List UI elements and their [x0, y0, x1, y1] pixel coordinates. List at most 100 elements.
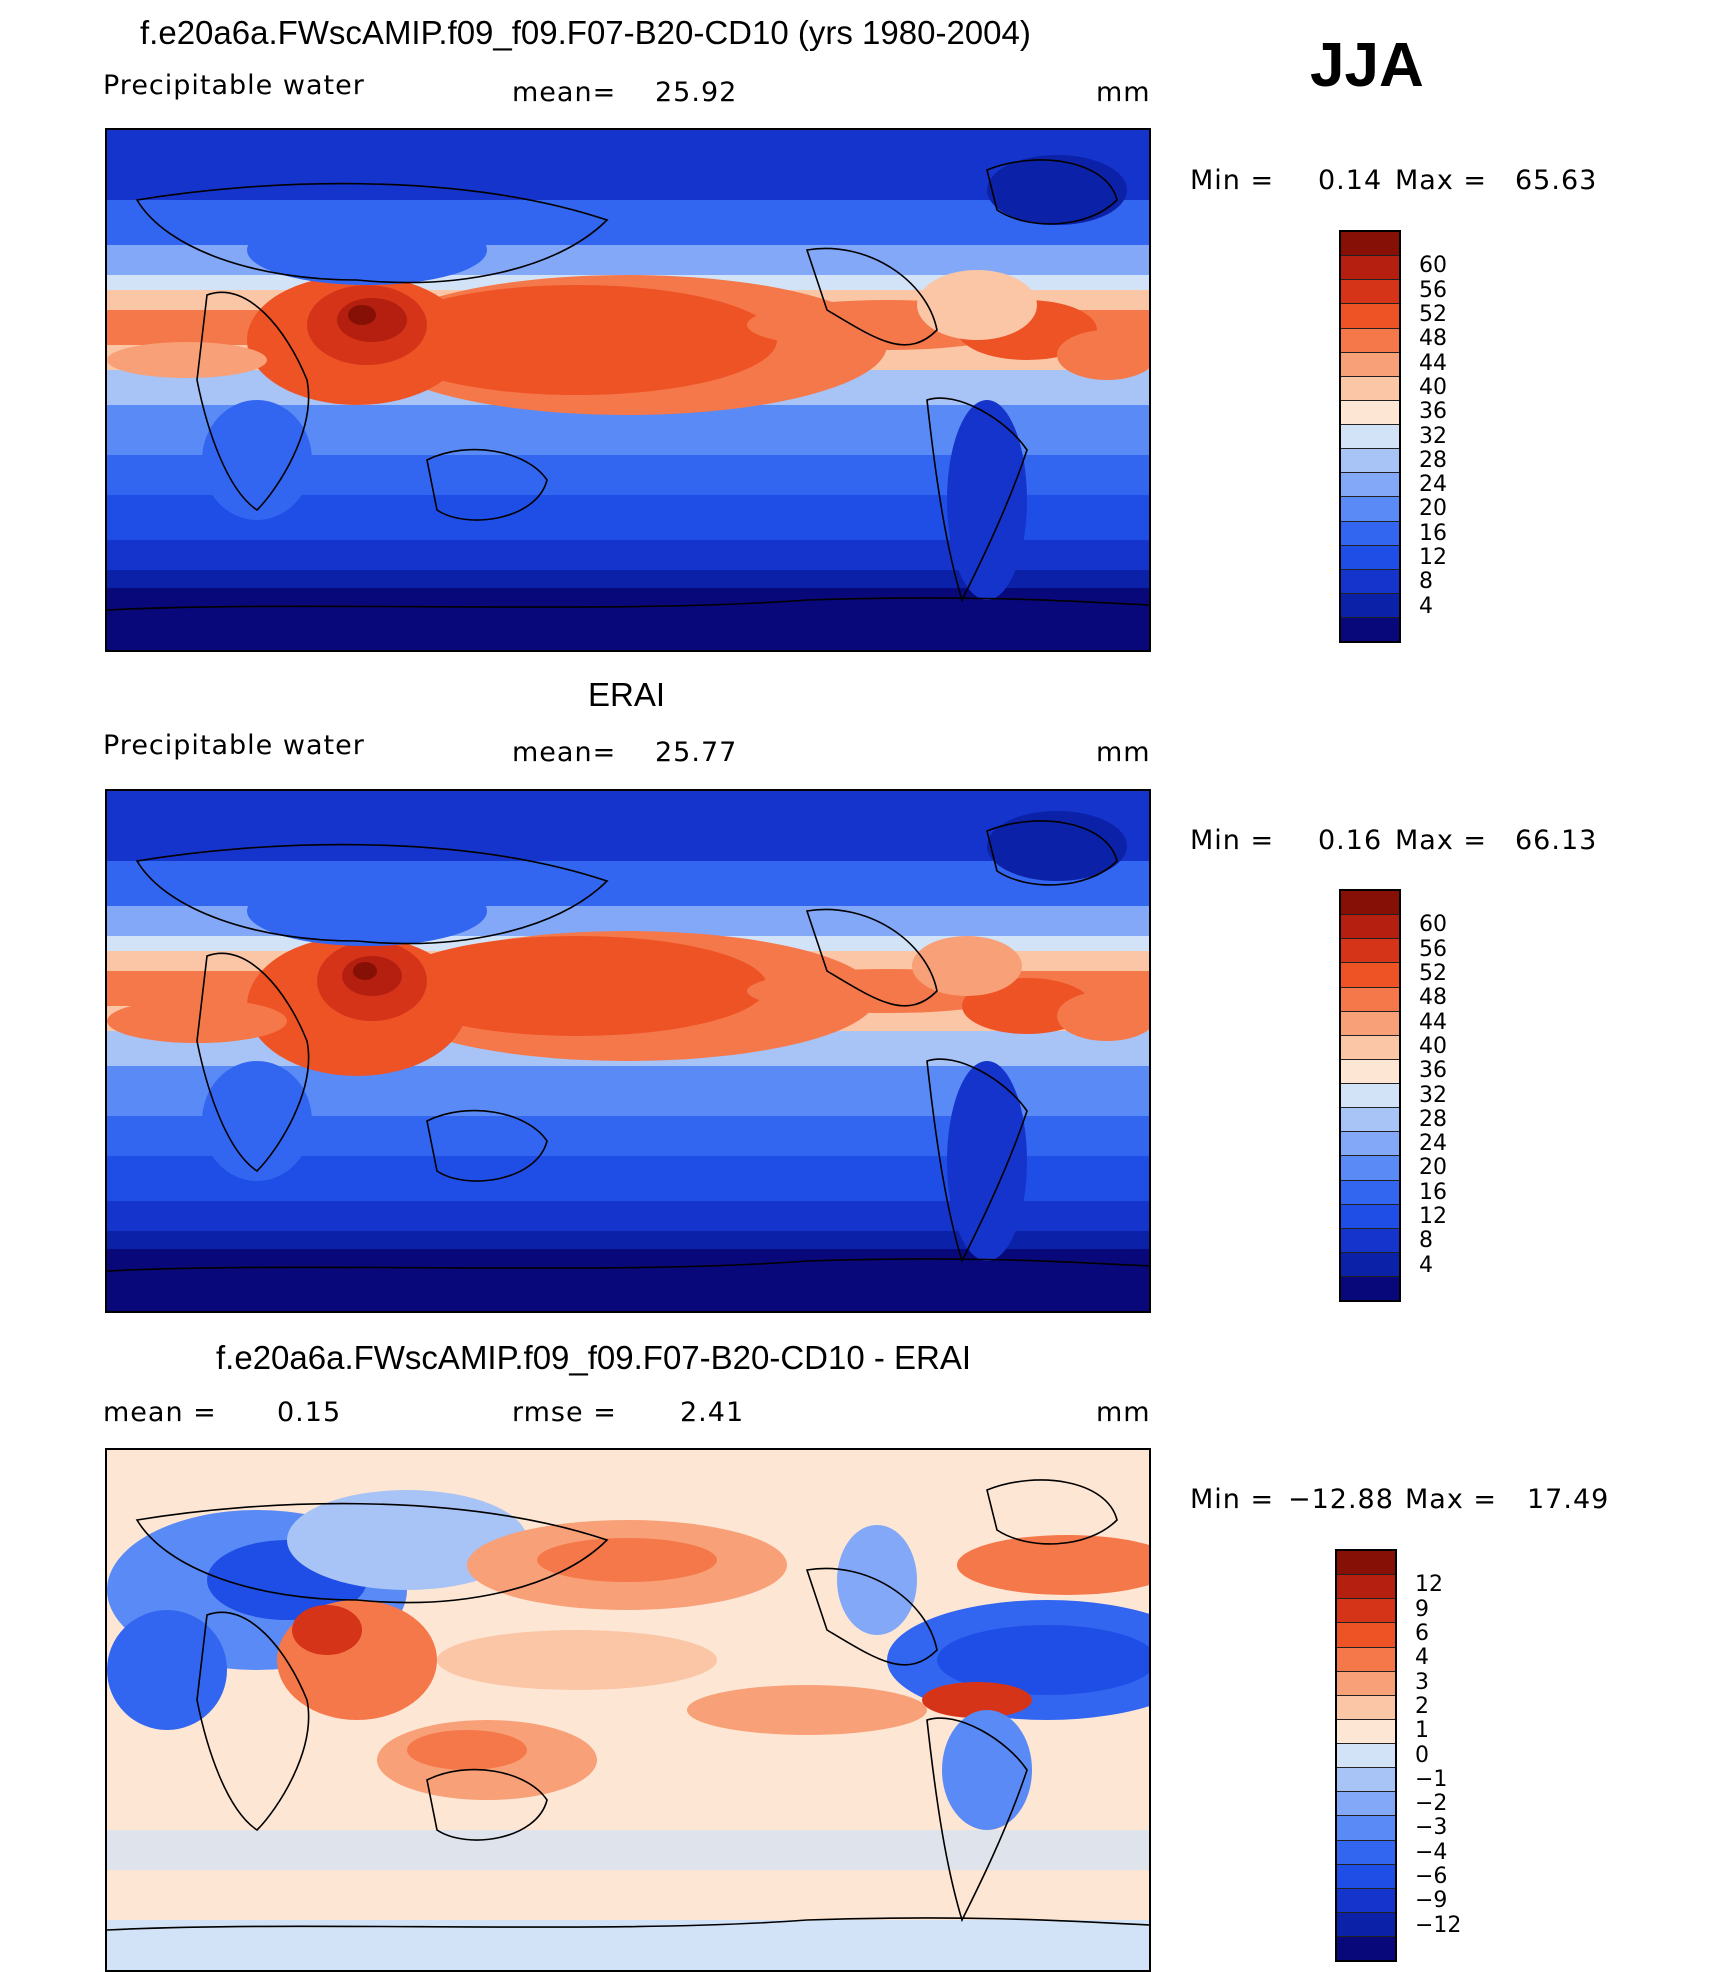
colorbar-level-label: 24	[1419, 472, 1447, 498]
colorbar-level-label: 3	[1415, 1669, 1429, 1695]
colorbar-swatch	[1341, 1108, 1399, 1133]
colorbar-level-label: 52	[1419, 961, 1447, 987]
colorbar-swatch	[1337, 1864, 1395, 1889]
colorbar-level-label: 32	[1419, 423, 1447, 449]
colorbar-swatch	[1337, 1744, 1395, 1769]
panel3-title: f.e20a6a.FWscAMIP.f09_f09.F07-B20-CD10 -…	[216, 1339, 972, 1376]
colorbar-level-label: 12	[1419, 544, 1447, 570]
colorbar-level-label: 4	[1419, 593, 1433, 619]
colorbar-level-label: 4	[1415, 1645, 1429, 1671]
season-label: JJA	[1310, 31, 1424, 100]
colorbar-level-label: 40	[1419, 374, 1447, 400]
panel2-colorbar	[1339, 889, 1401, 1302]
panel3-rmse-label: rmse =	[512, 1397, 617, 1428]
colorbar-swatch	[1341, 1035, 1399, 1060]
colorbar-swatch	[1341, 593, 1399, 618]
panel1-units: mm	[1096, 77, 1151, 108]
panel3-rmse-value: 2.41	[680, 1397, 745, 1428]
panel2-min-label: Min =	[1190, 825, 1275, 856]
colorbar-level-label: 20	[1419, 1155, 1447, 1181]
colorbar-level-label: 40	[1419, 1033, 1447, 1059]
colorbar-swatch	[1341, 1156, 1399, 1181]
panel3-max-value: 17.49	[1527, 1484, 1610, 1515]
colorbar-level-label: 28	[1419, 447, 1447, 473]
colorbar-level-label: 60	[1419, 253, 1447, 279]
colorbar-swatch	[1341, 1059, 1399, 1084]
colorbar-level-label: −6	[1415, 1863, 1448, 1889]
panel2-min-value: 0.16	[1318, 825, 1383, 856]
colorbar-level-label: −2	[1415, 1791, 1448, 1817]
colorbar-level-label: 20	[1419, 496, 1447, 522]
colorbar-swatch	[1341, 449, 1399, 474]
colorbar-swatch	[1337, 1599, 1395, 1624]
panel1-title: f.e20a6a.FWscAMIP.f09_f09.F07-B20-CD10 (…	[140, 14, 1031, 51]
colorbar-swatch	[1337, 1768, 1395, 1793]
colorbar-swatch	[1341, 473, 1399, 498]
colorbar-level-label: 24	[1419, 1131, 1447, 1157]
colorbar-swatch	[1341, 1277, 1399, 1301]
colorbar-level-label: 56	[1419, 936, 1447, 962]
panel2-units: mm	[1096, 737, 1151, 768]
panel1-map	[105, 128, 1151, 652]
panel3-mean-value: 0.15	[277, 1397, 342, 1428]
panel2-max-value: 66.13	[1515, 825, 1598, 856]
colorbar-swatch	[1337, 1816, 1395, 1841]
colorbar-swatch	[1337, 1695, 1395, 1720]
colorbar-swatch	[1341, 1011, 1399, 1036]
colorbar-swatch	[1337, 1647, 1395, 1672]
colorbar-swatch	[1341, 987, 1399, 1012]
panel1-variable-label: Precipitable water	[103, 70, 365, 101]
panel3-min-label: Min =	[1190, 1484, 1275, 1515]
colorbar-swatch	[1341, 545, 1399, 570]
colorbar-level-label: 56	[1419, 277, 1447, 303]
colorbar-swatch	[1337, 1792, 1395, 1817]
colorbar-level-label: 12	[1419, 1203, 1447, 1229]
colorbar-swatch	[1341, 400, 1399, 425]
colorbar-swatch	[1341, 939, 1399, 964]
colorbar-level-label: 36	[1419, 1058, 1447, 1084]
panel3-map	[105, 1448, 1151, 1972]
colorbar-level-label: 9	[1415, 1596, 1429, 1622]
colorbar-swatch	[1341, 425, 1399, 450]
colorbar-swatch	[1337, 1888, 1395, 1913]
colorbar-swatch	[1341, 1180, 1399, 1205]
colorbar-level-label: 32	[1419, 1082, 1447, 1108]
colorbar-level-label: 16	[1419, 520, 1447, 546]
panel1-max-label: Max =	[1395, 165, 1488, 196]
colorbar-level-label: 12	[1415, 1572, 1443, 1598]
colorbar-level-label: 48	[1419, 985, 1447, 1011]
colorbar-level-label: 8	[1419, 569, 1433, 595]
colorbar-level-label: 6	[1415, 1621, 1429, 1647]
colorbar-swatch	[1341, 1132, 1399, 1157]
panel1-colorbar	[1339, 230, 1401, 643]
colorbar-level-label: 60	[1419, 912, 1447, 938]
colorbar-level-label: 28	[1419, 1106, 1447, 1132]
colorbar-swatch	[1341, 521, 1399, 546]
colorbar-level-label: 44	[1419, 1009, 1447, 1035]
panel1-mean-value: 25.92	[655, 77, 738, 108]
colorbar-swatch	[1337, 1719, 1395, 1744]
colorbar-swatch	[1341, 618, 1399, 642]
colorbar-level-label: 4	[1419, 1252, 1433, 1278]
colorbar-level-label: −9	[1415, 1888, 1448, 1914]
colorbar-swatch	[1341, 497, 1399, 522]
panel2-title: ERAI	[588, 676, 666, 713]
colorbar-swatch	[1341, 963, 1399, 988]
colorbar-swatch	[1337, 1937, 1395, 1961]
colorbar-level-label: −1	[1415, 1766, 1448, 1792]
colorbar-swatch	[1341, 915, 1399, 940]
colorbar-level-label: 48	[1419, 326, 1447, 352]
panel3-units: mm	[1096, 1397, 1151, 1428]
panel2-mean-label: mean=	[512, 737, 617, 768]
colorbar-level-label: 52	[1419, 302, 1447, 328]
colorbar-swatch	[1341, 352, 1399, 377]
colorbar-level-label: 8	[1419, 1228, 1433, 1254]
colorbar-level-label: 2	[1415, 1693, 1429, 1719]
colorbar-swatch	[1341, 256, 1399, 281]
colorbar-swatch	[1341, 1084, 1399, 1109]
panel2-map	[105, 789, 1151, 1313]
colorbar-swatch	[1341, 891, 1399, 916]
colorbar-swatch	[1341, 1204, 1399, 1229]
panel2-max-label: Max =	[1395, 825, 1488, 856]
panel2-variable-label: Precipitable water	[103, 730, 365, 761]
